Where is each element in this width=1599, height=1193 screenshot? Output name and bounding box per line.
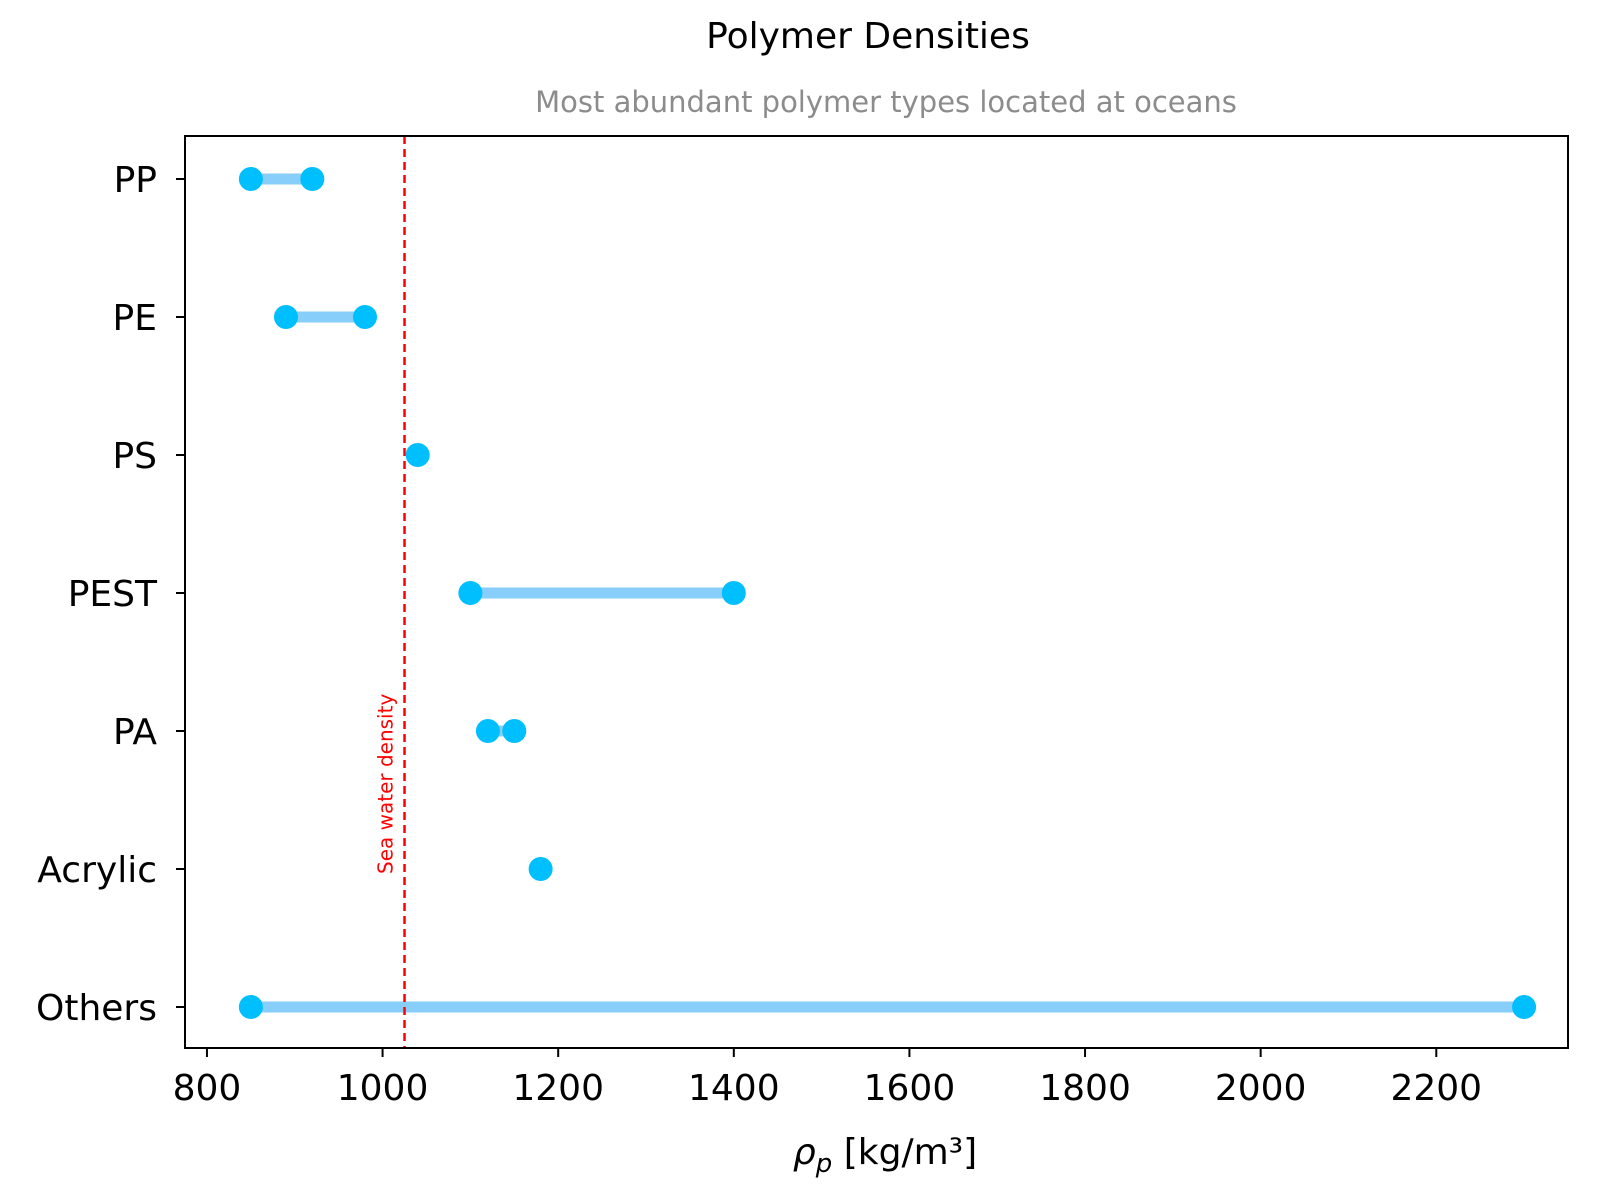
chart-subtitle: Most abundant polymer types located at o… xyxy=(535,85,1237,119)
x-tick-label: 1000 xyxy=(337,1068,429,1109)
y-tick-label: Acrylic xyxy=(37,850,157,891)
x-axis-label-symbol: ρ xyxy=(793,1132,816,1173)
min-marker xyxy=(475,719,500,743)
min-marker xyxy=(458,581,483,605)
x-tick-label: 1600 xyxy=(864,1068,956,1109)
y-tick-label: PA xyxy=(113,712,157,753)
min-marker xyxy=(238,995,263,1019)
min-marker xyxy=(405,443,430,467)
y-tick-label: PS xyxy=(112,436,157,477)
min-marker xyxy=(528,857,553,881)
x-tick-label: 1400 xyxy=(688,1068,780,1109)
y-tick-label: Others xyxy=(36,988,157,1029)
x-tick-label: 2000 xyxy=(1215,1068,1307,1109)
x-tick-label: 1800 xyxy=(1039,1068,1131,1109)
chart-title: Polymer Densities xyxy=(706,16,1030,57)
max-marker xyxy=(721,581,746,605)
x-tick-label: 1200 xyxy=(512,1068,604,1109)
min-marker xyxy=(238,167,263,191)
max-marker xyxy=(502,719,527,743)
min-marker xyxy=(273,305,298,329)
y-tick-label: PE xyxy=(113,298,157,339)
y-tick-label: PEST xyxy=(68,574,158,615)
x-axis-label-subscript: p xyxy=(815,1149,833,1179)
sea-water-density-label: Sea water density xyxy=(374,694,398,874)
y-tick-label: PP xyxy=(114,160,157,201)
plot-frame xyxy=(184,135,1569,1049)
plot-area: PP PE PS PEST PA Acrylic Others 800 1000 1200 1400… xyxy=(36,135,1569,1109)
max-marker xyxy=(1512,995,1537,1019)
x-axis-label-units: [kg/m³] xyxy=(832,1132,977,1173)
max-marker xyxy=(353,305,378,329)
x-tick-label: 800 xyxy=(173,1068,242,1109)
x-tick-label: 2200 xyxy=(1390,1068,1482,1109)
x-axis-label: ρp [kg/m³] xyxy=(793,1132,977,1179)
max-marker xyxy=(300,167,325,191)
